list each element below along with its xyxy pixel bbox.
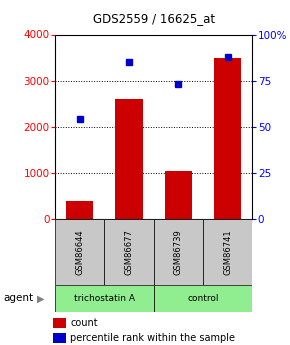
Bar [55, 219, 104, 285]
Bar [66, 201, 93, 219]
Bar [104, 219, 154, 285]
Text: ▶: ▶ [37, 294, 45, 303]
Bar [154, 285, 252, 312]
Bar [214, 58, 241, 219]
Text: GDS2559 / 16625_at: GDS2559 / 16625_at [93, 12, 215, 25]
Text: agent: agent [3, 294, 33, 303]
Bar [154, 219, 203, 285]
Bar [203, 219, 252, 285]
Bar [53, 333, 66, 343]
Text: GSM86677: GSM86677 [124, 229, 134, 275]
Text: count: count [70, 318, 98, 328]
Bar [165, 171, 192, 219]
Bar [115, 99, 143, 219]
Text: GSM86644: GSM86644 [75, 229, 84, 275]
Bar [53, 318, 66, 328]
Bar [55, 285, 154, 312]
Text: GSM86741: GSM86741 [223, 229, 232, 275]
Text: GSM86739: GSM86739 [174, 229, 183, 275]
Text: percentile rank within the sample: percentile rank within the sample [70, 333, 235, 343]
Text: control: control [187, 294, 219, 303]
Text: trichostatin A: trichostatin A [74, 294, 135, 303]
